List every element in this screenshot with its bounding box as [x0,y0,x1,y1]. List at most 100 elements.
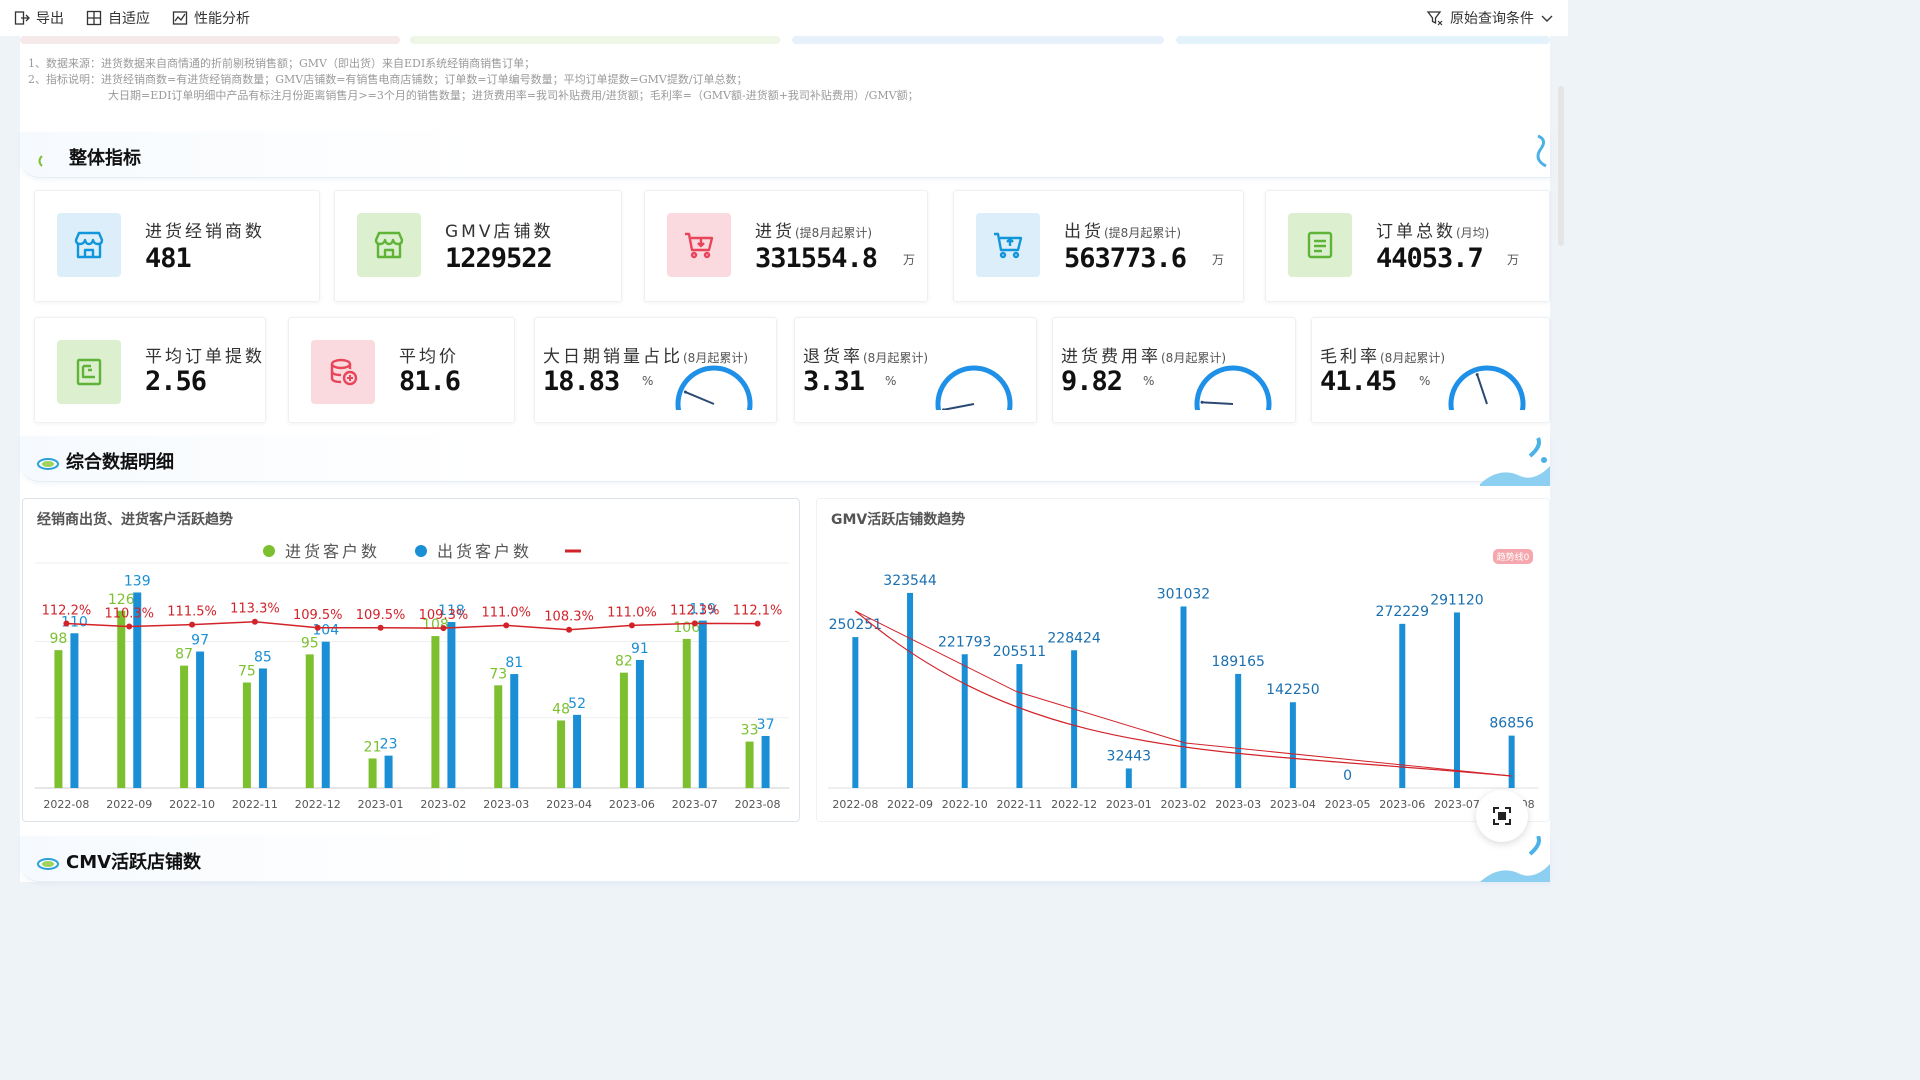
bar[interactable] [242,682,251,789]
kpi-icon-box [667,213,731,277]
bar[interactable] [1508,735,1515,788]
kpi-label: GMV店铺数 [445,217,553,242]
legend-marker[interactable] [415,545,427,557]
kpi-label: 退货率(8月起累计) [803,342,928,367]
trendline[interactable] [854,610,1512,777]
x-tick-label: 2023-06 [609,798,655,811]
bar[interactable] [1235,673,1242,788]
bar[interactable] [494,685,503,788]
data-label: 272229 [1376,604,1429,620]
data-label: 37 [757,717,775,733]
bar[interactable] [180,665,189,788]
bar[interactable] [1399,623,1406,788]
bar[interactable] [305,654,314,788]
receipt-icon [76,358,102,386]
data-label: 126 [108,592,135,608]
kpi-label: 出货(提8月起累计) [1064,217,1181,242]
bar[interactable] [384,755,393,788]
adaptive-button[interactable]: 自适应 [86,8,150,28]
x-tick-label: 2023-03 [1215,798,1261,811]
bar[interactable] [258,668,267,788]
query-conditions-button[interactable]: 原始查询条件 [1426,0,1554,36]
line-point[interactable] [754,620,761,627]
bar[interactable] [70,633,79,788]
note-line-3: 大日期=EDI订单明细中产品有标注月份距离销售月>=3个月的销售数量；进货费用率… [108,89,919,102]
bar[interactable] [510,674,519,788]
line-point[interactable] [63,620,70,627]
perf-analysis-button[interactable]: 性能分析 [172,8,250,28]
store-icon [374,231,404,259]
legend-label[interactable]: 进货客户数 [285,542,380,561]
bar[interactable] [1289,702,1296,788]
kpi-value: 3.31 [803,366,865,397]
bar[interactable] [54,650,63,788]
line-point[interactable] [440,625,447,632]
kpi-label-text: 出货 [1064,222,1104,242]
line-point[interactable] [628,622,635,629]
kpi-unit: % [642,374,654,388]
bar[interactable] [431,636,440,788]
trend-badge-label: 趋势线0 [1497,551,1530,563]
bar[interactable] [117,610,126,788]
data-label: 189165 [1211,654,1264,670]
chart-gmv-svg[interactable]: 趋势线0 250251 2022-08 323544 2022-09 221793 2022… [817,499,1549,821]
export-button[interactable]: 导出 [14,8,64,28]
x-tick-label: 2022-08 [43,798,89,811]
kpi-value: 2.56 [145,366,207,397]
trendline[interactable] [855,610,1512,777]
kpi-note: (提8月起累计) [1104,226,1181,240]
bar[interactable] [133,592,142,788]
x-tick-label: 2022-11 [996,798,1042,811]
x-tick-label: 2023-03 [483,798,529,811]
notes: 1、数据来源：进货数据来自商情通的折前剔税销售额；GMV（即出货）来自EDI系统… [28,56,1128,104]
data-label: 95 [301,635,319,651]
rate-line[interactable] [66,620,758,631]
data-label: 221793 [938,634,991,650]
line-point[interactable] [566,626,573,633]
bar[interactable] [557,720,566,788]
bar[interactable] [447,622,456,788]
line-point[interactable] [189,621,196,628]
scrollbar[interactable] [1558,86,1564,246]
fullscreen-button[interactable] [1476,790,1528,842]
line-point[interactable] [503,622,510,629]
bar[interactable] [1016,664,1023,788]
cart-out-icon [994,232,1023,259]
line-data-label: 111.5% [167,605,217,620]
grid-icon [86,10,102,26]
bar[interactable] [745,741,754,788]
bar[interactable] [852,637,859,788]
bar[interactable] [761,735,770,788]
legend-label[interactable]: 出货客户数 [437,542,532,561]
bar[interactable] [619,672,628,788]
line-point[interactable] [314,624,321,631]
bar[interactable] [573,714,582,788]
gauge-needle [1476,375,1488,405]
bar[interactable] [635,659,644,788]
chevron-down-icon [1541,15,1553,22]
line-point[interactable] [251,618,258,625]
legend-marker[interactable] [263,545,275,557]
bar[interactable] [196,651,205,788]
gauge-chart [675,365,753,410]
gauge-needle [685,391,715,405]
bar[interactable] [682,638,691,788]
line-point[interactable] [691,620,698,627]
data-label: 228424 [1047,630,1101,646]
bar[interactable] [698,620,707,788]
bar[interactable] [321,641,330,788]
bar[interactable] [1180,606,1187,788]
toolbar: 导出 自适应 性能分析 原始查询条件 [0,0,1568,36]
bar[interactable] [1453,612,1460,788]
line-point[interactable] [377,624,384,631]
bar[interactable] [907,592,914,788]
top-decoration [20,36,1550,44]
kpi-icon-box [57,213,121,277]
bar[interactable] [1125,768,1132,788]
trend-badge[interactable] [1493,549,1533,564]
bar[interactable] [1071,650,1078,788]
bar[interactable] [368,758,377,788]
line-point[interactable] [126,623,133,630]
bar[interactable] [961,654,968,788]
